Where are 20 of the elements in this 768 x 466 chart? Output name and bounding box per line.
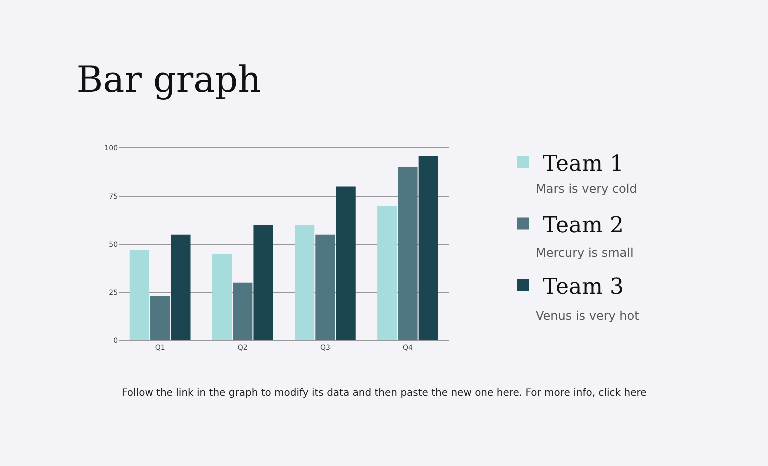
bar — [254, 225, 274, 341]
bar — [233, 282, 253, 341]
bar — [418, 156, 438, 341]
bar — [398, 168, 418, 341]
text: Mars is very cold — [536, 182, 638, 196]
legend-label: Team 3 — [543, 274, 624, 300]
bar — [130, 250, 150, 341]
text: Follow the link in the graph to modify its data and then paste the new one here. For more info, click here — [122, 388, 647, 399]
text: Mercury is small — [536, 246, 634, 260]
bar — [316, 234, 336, 341]
bar — [212, 254, 232, 341]
legend-label: Team 1 — [543, 152, 624, 177]
bar — [150, 296, 170, 341]
bar — [171, 234, 191, 341]
text: Venus is very hot — [536, 309, 640, 323]
chart-title: Bar graph — [76, 60, 262, 101]
legend-label: Team 2 — [543, 213, 624, 238]
bar — [378, 206, 398, 341]
bar — [295, 225, 315, 341]
bar — [336, 186, 356, 341]
